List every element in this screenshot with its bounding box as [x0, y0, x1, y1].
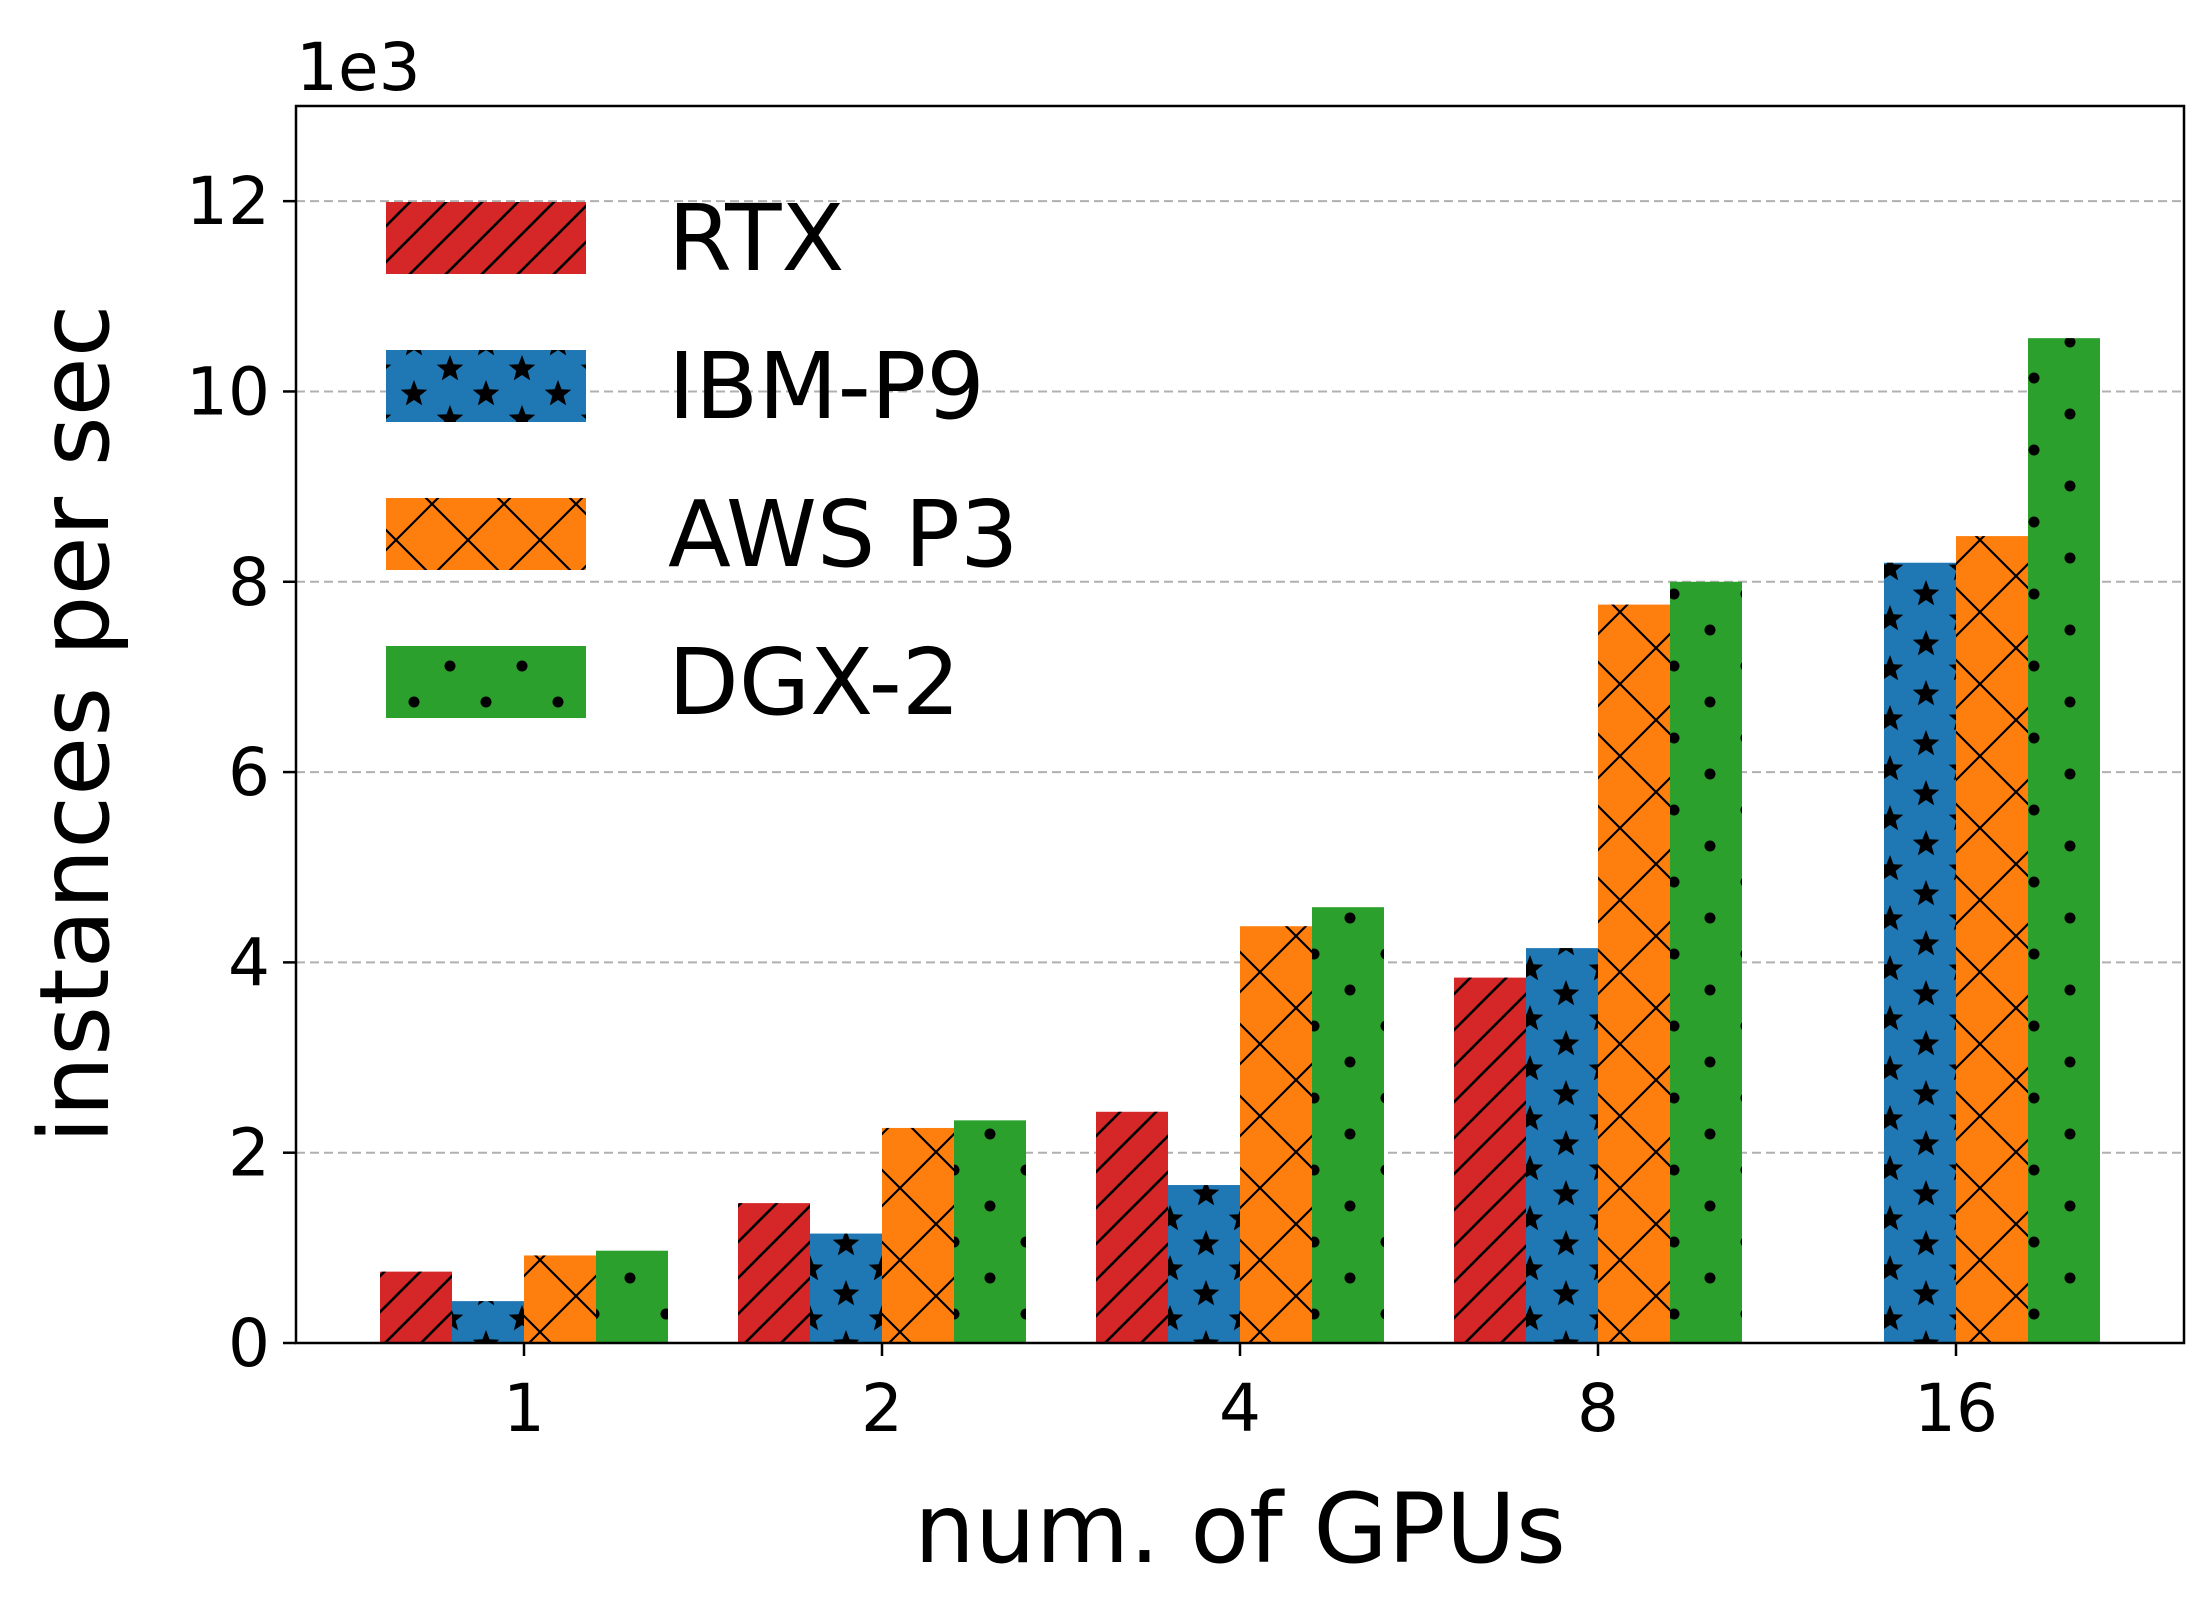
bar-ibm-p9-4: [1168, 1185, 1240, 1343]
bar-dgx-2-2: [954, 1120, 1026, 1343]
bar-aws-p3-2: [882, 1127, 954, 1343]
y-tick-label: 0: [228, 1305, 270, 1382]
bar-ibm-p9-1: [452, 1301, 524, 1343]
legend-label: AWS P3: [668, 481, 1019, 588]
bar-rtx-2: [738, 1203, 810, 1343]
y-tick-label: 12: [186, 163, 270, 240]
bar-ibm-p9-2: [810, 1233, 882, 1343]
x-axis-ticks: 1 2 4 8 16: [503, 1343, 1998, 1447]
legend-item-dgx-2: DGX-2: [386, 629, 960, 736]
x-tick-label: 8: [1577, 1370, 1619, 1447]
bar-rtx-1: [380, 1271, 452, 1343]
y-tick-label: 2: [228, 1115, 270, 1192]
bar-dgx-2-8: [1670, 581, 1742, 1343]
bars: [380, 338, 2100, 1343]
legend-label: DGX-2: [668, 629, 960, 736]
bar-dgx-2-1: [596, 1250, 668, 1343]
bar-aws-p3-8: [1598, 604, 1670, 1343]
y-axis-ticks: 0 2 4 6 8 10 12: [186, 163, 296, 1382]
y-axis-title: instances per sec: [19, 304, 131, 1143]
bar-aws-p3-4: [1240, 926, 1312, 1343]
legend: RTX IBM-P9 AWS P3 DGX-2: [386, 185, 1019, 736]
legend-item-aws-p3: AWS P3: [386, 481, 1019, 588]
legend-label: RTX: [668, 185, 844, 292]
grid-lines: [296, 200, 2184, 1154]
bar-rtx-4: [1096, 1111, 1168, 1343]
y-tick-label: 4: [228, 924, 270, 1001]
y-tick-label: 10: [186, 353, 270, 430]
x-tick-label: 4: [1219, 1370, 1261, 1447]
y-tick-label: 6: [228, 734, 270, 811]
y-offset-label: 1e3: [296, 29, 421, 106]
legend-label: IBM-P9: [668, 333, 985, 440]
bar-ibm-p9-16: [1884, 562, 1956, 1343]
bar-aws-p3-16: [1956, 536, 2028, 1343]
bar-aws-p3-1: [524, 1255, 596, 1343]
legend-item-ibm-p9: IBM-P9: [386, 333, 985, 440]
x-axis-title: num. of GPUs: [914, 1473, 1566, 1585]
x-tick-label: 2: [861, 1370, 903, 1447]
x-tick-label: 16: [1914, 1370, 1998, 1447]
y-tick-label: 8: [228, 544, 270, 621]
legend-item-rtx: RTX: [386, 185, 844, 292]
x-tick-label: 1: [503, 1370, 545, 1447]
bar-ibm-p9-8: [1526, 948, 1598, 1343]
bar-dgx-2-16: [2028, 338, 2100, 1343]
bar-dgx-2-4: [1312, 907, 1384, 1343]
bar-rtx-8: [1454, 977, 1526, 1343]
